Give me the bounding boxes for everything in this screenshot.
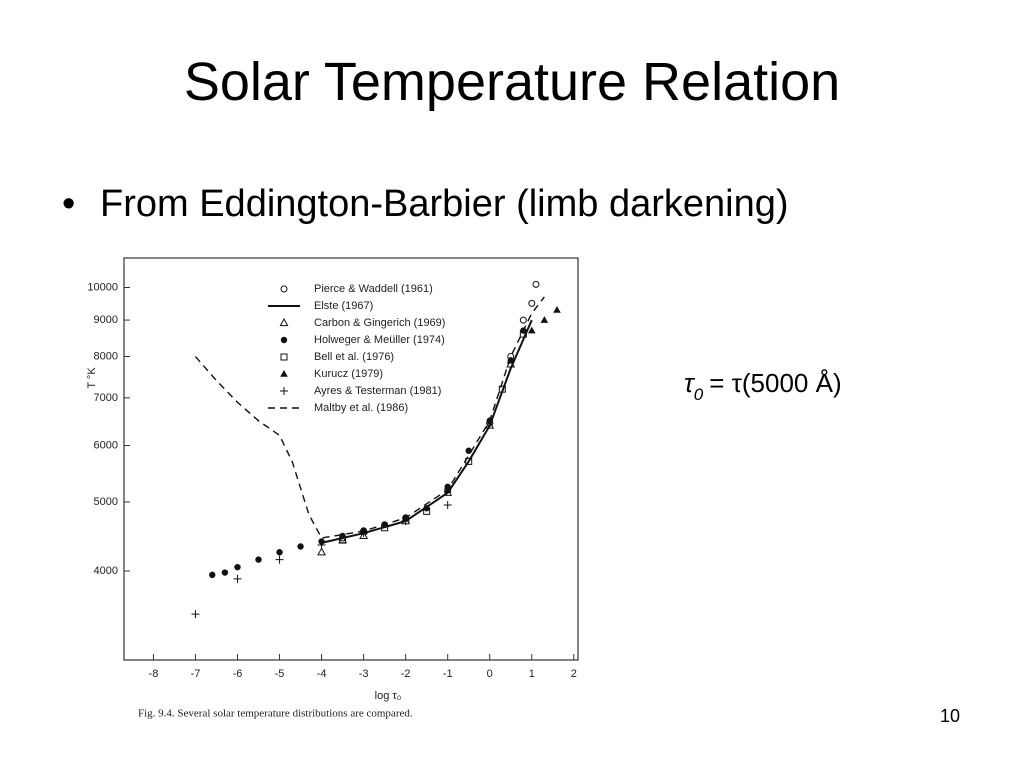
- bullet-dot: •: [62, 183, 75, 225]
- x-axis-label: log τ₀: [375, 690, 402, 702]
- point: [339, 532, 346, 540]
- point: [443, 501, 452, 510]
- plot-frame: [123, 257, 579, 661]
- legend-swatch: [280, 353, 288, 361]
- point: [255, 556, 262, 563]
- x-tick-label: -3: [359, 668, 369, 680]
- legend-swatch: [280, 285, 288, 293]
- formula-rest: = τ(5000 Å): [709, 368, 841, 398]
- y-tick-label: 5000: [94, 496, 118, 508]
- point: [191, 610, 200, 619]
- x-tick-label: -5: [275, 668, 285, 680]
- point: [485, 420, 495, 429]
- legend-swatch: [280, 387, 288, 395]
- y-tick-label: 9000: [94, 314, 118, 326]
- x-tick-label: 2: [571, 668, 577, 680]
- point: [233, 574, 242, 583]
- y-tick-label: 7000: [94, 392, 118, 404]
- x-tick-label: -8: [149, 668, 159, 680]
- figure: T °K log τ₀ Fig. 9.4. Several solar temp…: [86, 257, 579, 720]
- legend-label: Elste (1967): [314, 300, 373, 312]
- legend-label: Kurucz (1979): [314, 368, 383, 380]
- point: [297, 543, 304, 550]
- x-tick-label: -6: [233, 668, 243, 680]
- formula-symbol: τ: [684, 368, 696, 398]
- x-tick-label: 1: [529, 668, 535, 680]
- y-tick-label: 10000: [87, 281, 118, 293]
- point: [317, 547, 327, 556]
- x-tick-label: -1: [443, 668, 453, 680]
- x-tick-label: -7: [191, 668, 201, 680]
- legend-label: Ayres & Testerman (1981): [314, 385, 441, 397]
- y-axis-label: T °K: [86, 367, 98, 389]
- legend-swatch: [280, 370, 288, 377]
- legend-swatch: [280, 336, 288, 344]
- bullet-text: From Eddington-Barbier (limb darkening): [100, 183, 789, 225]
- x-tick-label: 0: [487, 668, 493, 680]
- formula: τ0 = τ(5000 Å): [684, 368, 842, 404]
- legend-label: Pierce & Waddell (1961): [314, 283, 433, 295]
- point: [540, 316, 549, 323]
- caption: Fig. 9.4. Several solar temperature dist…: [138, 708, 413, 720]
- point: [276, 549, 283, 556]
- y-tick-label: 6000: [94, 439, 118, 451]
- x-tick-label: -2: [401, 668, 411, 680]
- legend-label: Maltby et al. (1986): [314, 402, 408, 414]
- legend-label: Holweger & Meüller (1974): [314, 334, 445, 346]
- series-line: [321, 319, 533, 544]
- point: [527, 326, 536, 334]
- slide-title: Solar Temperature Relation: [184, 52, 840, 112]
- x-tick-label: -4: [317, 668, 327, 680]
- point: [209, 571, 216, 579]
- point: [339, 536, 347, 544]
- point: [532, 280, 540, 288]
- legend-label: Bell et al. (1976): [314, 351, 394, 363]
- point: [221, 569, 229, 576]
- point: [423, 507, 431, 515]
- point: [317, 541, 326, 550]
- point: [528, 299, 536, 307]
- point: [553, 305, 561, 313]
- y-tick-label: 4000: [94, 565, 118, 577]
- point: [275, 555, 284, 564]
- y-tick-label: 8000: [94, 350, 118, 362]
- point: [359, 530, 369, 540]
- point: [519, 316, 527, 324]
- point: [234, 563, 241, 571]
- point: [498, 385, 506, 393]
- legend-swatch: [279, 317, 289, 327]
- page-number: 10: [940, 706, 960, 726]
- legend-label: Carbon & Gingerich (1969): [314, 317, 445, 329]
- formula-sub: 0: [694, 385, 704, 404]
